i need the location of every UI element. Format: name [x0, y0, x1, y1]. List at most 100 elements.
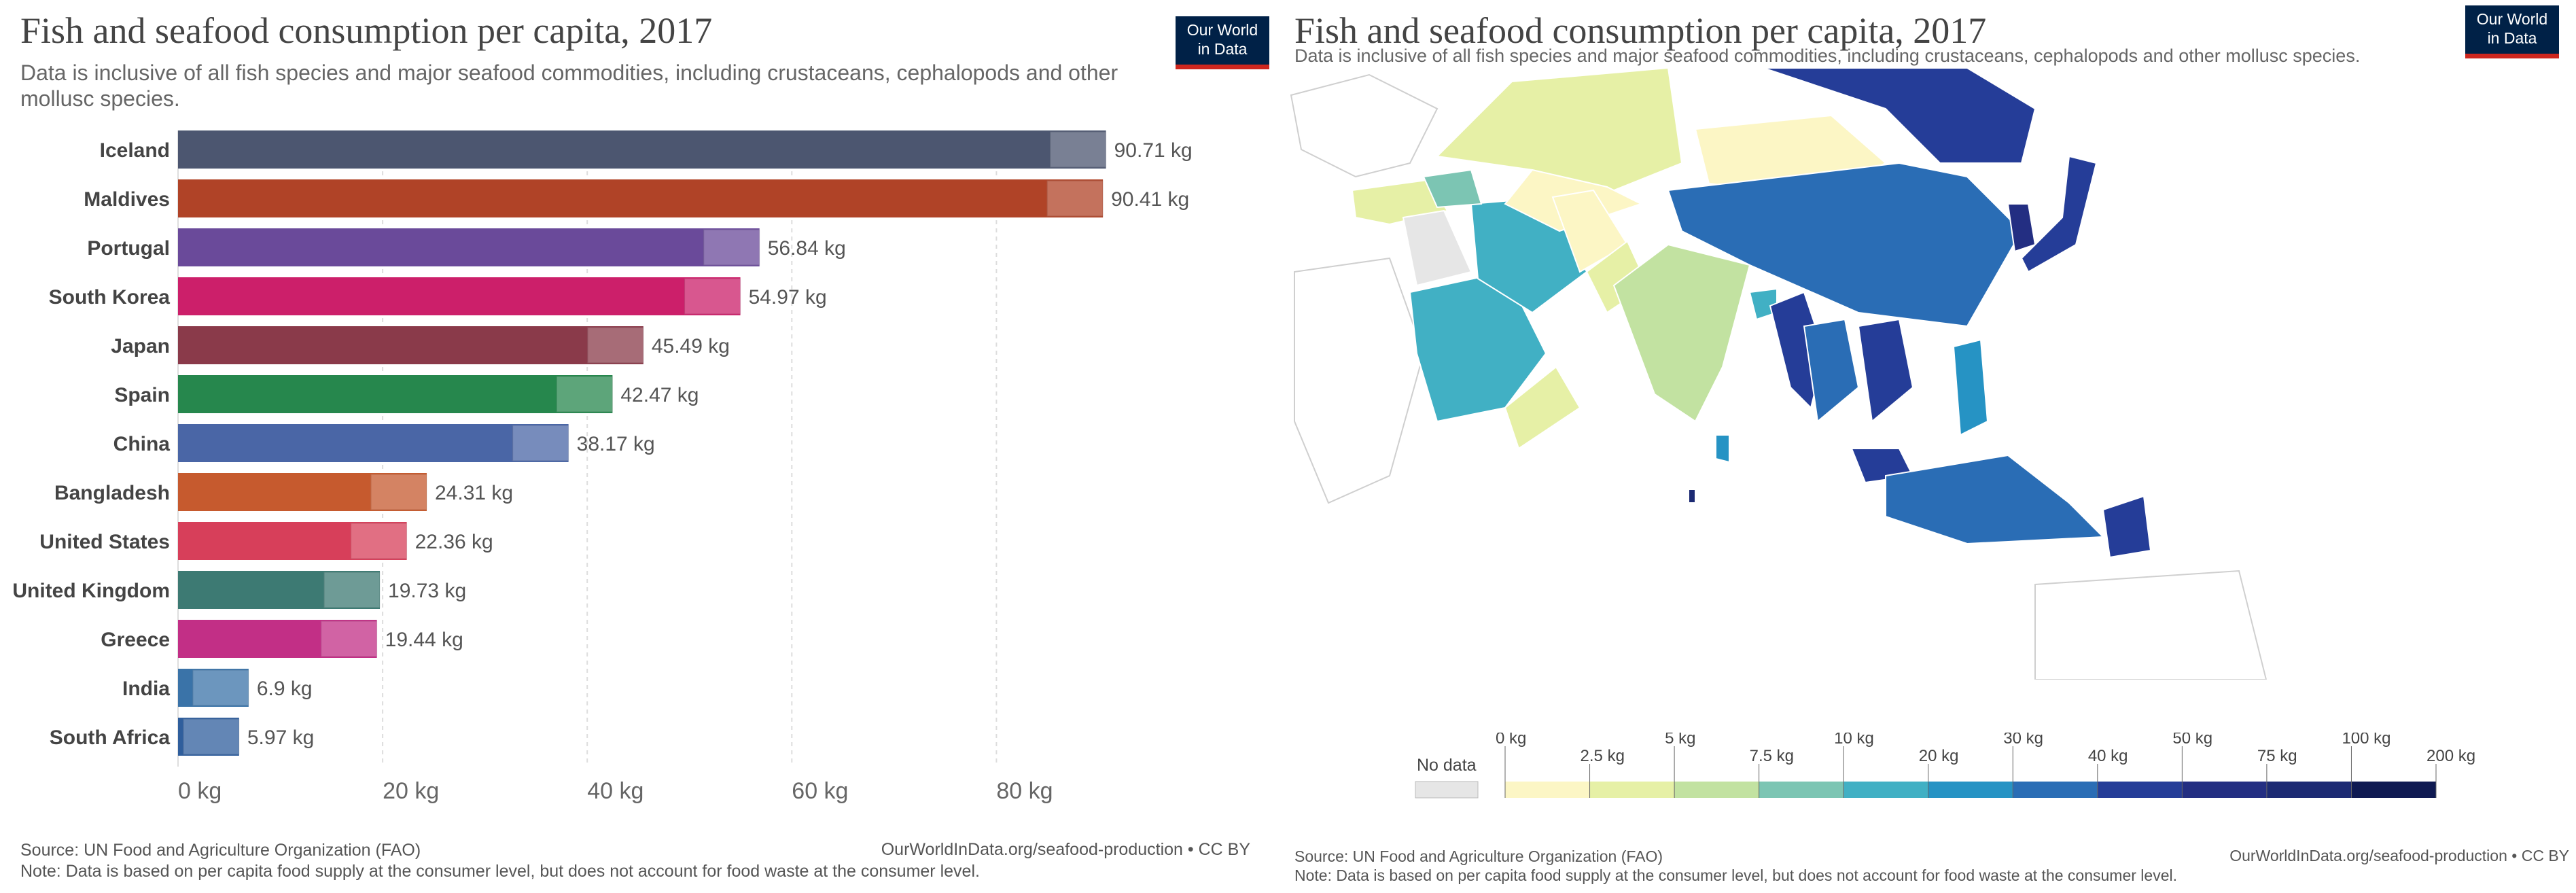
chart-subtitle: Data is inclusive of all fish species an…	[20, 60, 1118, 111]
value-label: 56.84 kg	[768, 237, 846, 260]
bar[interactable]	[178, 718, 239, 756]
value-label: 6.9 kg	[257, 678, 313, 700]
source-url-link[interactable]: OurWorldInData.org/seafood-production • …	[2229, 847, 2569, 864]
china-region	[1667, 162, 2023, 328]
logo-line-1: Our World	[2476, 10, 2548, 28]
value-label: 38.17 kg	[577, 433, 655, 455]
legend-bin[interactable]	[2182, 782, 2267, 798]
legend-bin[interactable]	[1928, 782, 2013, 798]
value-label: 45.49 kg	[652, 335, 730, 357]
chart-footer: Source: UN Food and Agriculture Organiza…	[20, 840, 1277, 882]
legend-bin[interactable]	[1674, 782, 1759, 798]
map-title: Fish and seafood consumption per capita,…	[1294, 10, 1987, 51]
bar[interactable]	[178, 277, 741, 315]
syria-iraq-region	[1402, 209, 1472, 287]
value-label: 22.36 kg	[415, 531, 493, 553]
value-label: 19.73 kg	[388, 580, 466, 602]
europe-outline	[1290, 73, 1439, 178]
value-label: 19.44 kg	[385, 629, 463, 651]
bar[interactable]	[178, 179, 1104, 217]
legend-threshold-label: 200 kg	[2427, 747, 2475, 765]
map-panel: Fish and seafood consumption per capita,…	[1288, 0, 2576, 893]
russia-east-region	[1763, 68, 2036, 164]
sri-lanka-region	[1715, 434, 1730, 463]
note-text: Note: Data is based on per capita food s…	[20, 862, 980, 881]
logo-line-1: Our World	[1186, 21, 1258, 39]
legend-bin[interactable]	[2351, 782, 2436, 798]
flag-icon	[321, 620, 378, 657]
category-label: Bangladesh	[54, 482, 170, 504]
note-text: Note: Data is based on per capita food s…	[1294, 866, 2177, 884]
bar[interactable]	[178, 228, 760, 266]
category-label: South Korea	[49, 286, 171, 309]
flag-icon	[192, 669, 249, 706]
x-tick-label: 0 kg	[178, 778, 222, 804]
bar[interactable]	[178, 571, 381, 609]
asia-map	[1290, 68, 2268, 680]
value-label: 90.41 kg	[1111, 188, 1189, 211]
legend-bin[interactable]	[1589, 782, 1675, 798]
chart-title: Fish and seafood consumption per capita,…	[20, 10, 713, 51]
flag-icon	[684, 278, 741, 315]
logo-line-2: in Data	[1197, 40, 1248, 58]
x-tick-label: 80 kg	[996, 778, 1053, 804]
legend-threshold-label: 40 kg	[2088, 747, 2128, 765]
bar[interactable]	[178, 326, 643, 364]
flag-icon	[587, 327, 644, 364]
legend-bin[interactable]	[1843, 782, 1928, 798]
category-label: Portugal	[87, 237, 170, 260]
legend-bin[interactable]	[2266, 782, 2352, 798]
category-label: South Africa	[50, 726, 171, 749]
source-text: Source: UN Food and Agriculture Organiza…	[20, 841, 421, 860]
owid-logo-map[interactable]: Our World in Data	[2465, 5, 2559, 58]
flag-icon	[512, 425, 569, 461]
category-label: Iceland	[100, 139, 170, 162]
japan-region	[2020, 155, 2098, 273]
x-tick-label: 20 kg	[383, 778, 439, 804]
bar[interactable]	[178, 130, 1106, 169]
value-label: 54.97 kg	[749, 286, 827, 309]
value-label: 90.71 kg	[1114, 139, 1193, 162]
bar[interactable]	[178, 669, 249, 707]
legend-threshold-label: 20 kg	[1919, 747, 1959, 765]
bar[interactable]	[178, 620, 377, 658]
flag-icon	[556, 376, 613, 413]
source-text: Source: UN Food and Agriculture Organiza…	[1294, 847, 1663, 865]
legend-bin[interactable]	[2013, 782, 2098, 798]
owid-logo[interactable]: Our World in Data	[1176, 16, 1269, 69]
legend-threshold-label: 75 kg	[2257, 747, 2297, 765]
indonesia-region	[1885, 454, 2105, 545]
oman-yemen-region	[1504, 366, 1581, 450]
category-label: China	[113, 433, 171, 455]
bar[interactable]	[178, 375, 613, 413]
map-legend: No data 0 kg 2.5 kg 5 kg 7.5 kg 10 kg 20 kg 30 …	[1415, 733, 2475, 799]
flag-icon	[323, 572, 381, 608]
legend-no-data-label: No data	[1417, 756, 1477, 775]
legend-bin[interactable]	[1759, 782, 1844, 798]
category-label: United Kingdom	[12, 580, 170, 602]
legend-threshold-label: 100 kg	[2342, 733, 2390, 748]
bar-chart-panel: Fish and seafood consumption per capita,…	[0, 0, 1277, 893]
flag-icon	[703, 229, 760, 266]
caucasus-region	[1422, 169, 1483, 209]
value-label: 42.47 kg	[620, 384, 699, 406]
source-url-link[interactable]: OurWorldInData.org/seafood-production • …	[881, 840, 1250, 859]
bar[interactable]	[178, 522, 407, 560]
philippines-region	[1952, 338, 1989, 436]
category-label: Greece	[101, 629, 170, 651]
legend-threshold-label: 30 kg	[2003, 733, 2043, 748]
kazakhstan-region	[1435, 68, 1683, 192]
category-label: Maldives	[84, 188, 170, 211]
bar[interactable]	[178, 473, 427, 511]
legend-bin[interactable]	[1505, 782, 1590, 798]
legend-threshold-label: 5 kg	[1665, 733, 1695, 748]
value-label: 5.97 kg	[247, 726, 314, 749]
value-label: 24.31 kg	[435, 482, 513, 504]
legend-bin[interactable]	[2097, 782, 2183, 798]
legend-threshold-label: 7.5 kg	[1750, 747, 1794, 765]
logo-line-2: in Data	[2487, 29, 2537, 47]
bar[interactable]	[178, 424, 569, 462]
legend-threshold-label: 0 kg	[1496, 733, 1526, 748]
category-label: Spain	[114, 384, 170, 406]
legend-threshold-label: 50 kg	[2172, 733, 2212, 748]
